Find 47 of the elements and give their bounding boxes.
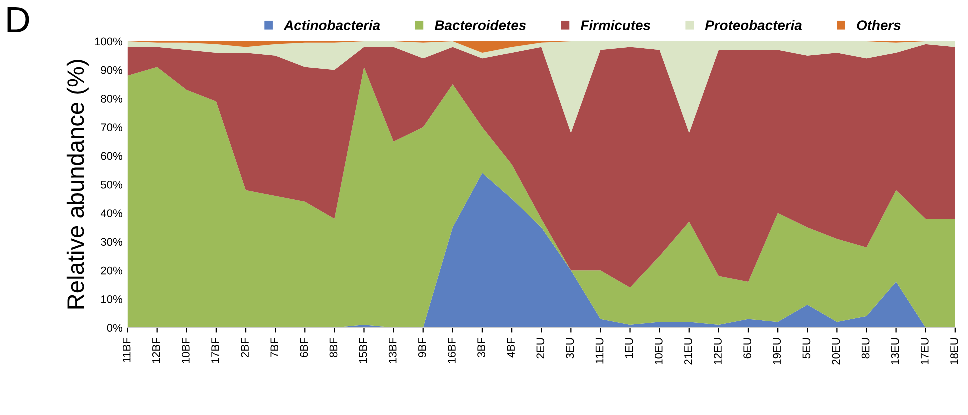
x-tick-label: 5EU [802, 338, 811, 359]
y-axis-title: Relative abundance (%) [66, 60, 89, 309]
x-tick-label: 2EU [536, 338, 545, 359]
x-tick-label: 20EU [832, 338, 840, 365]
legend-label: Proteobacteria [705, 20, 802, 30]
legend-label: Actinobacteria [284, 20, 380, 30]
chart-title: D [8, 8, 30, 32]
x-tick-label: 13BF [388, 338, 397, 364]
y-tick-label: 50% [101, 180, 123, 189]
x-tick-label: 2BF [241, 338, 249, 358]
y-tick-label: 60% [101, 152, 123, 160]
x-tick-label: 17EU [921, 338, 929, 365]
x-tick-label: 12EU [714, 338, 722, 365]
x-tick-label: 11BF [123, 338, 131, 362]
y-tick-label: 90% [101, 66, 123, 74]
x-tick-label: 11EU [596, 338, 604, 364]
legend-label: Bacteroidetes [434, 20, 526, 30]
x-tick-label: 19EU [773, 338, 782, 365]
x-tick-label: 8EU [862, 338, 870, 359]
y-tick-label: 100% [95, 38, 123, 46]
x-tick-label: 21EU [684, 338, 692, 365]
legend-label: Others [857, 20, 901, 30]
x-tick-label: 3EU [566, 338, 574, 359]
x-tick-label: 16BF [448, 338, 456, 364]
x-tick-label: 3BF [478, 338, 486, 358]
x-tick-label: 9BF [418, 338, 426, 358]
x-tick-label: 7BF [270, 338, 278, 358]
y-tick-label: 10% [102, 295, 123, 304]
x-tick-label: 8BF [330, 338, 338, 358]
x-tick-label: 10EU [654, 338, 663, 365]
x-tick-label: 13EU [891, 338, 900, 365]
x-tick-label: 12BF [152, 338, 160, 364]
x-tick-label: 17BF [212, 338, 220, 364]
y-tick-label: 20% [101, 266, 123, 275]
y-tick-label: 30% [101, 238, 123, 246]
x-tick-label: 18EU [950, 338, 958, 365]
y-tick-label: 80% [101, 95, 123, 103]
x-tick-label: 15BF [359, 338, 368, 364]
y-tick-label: 40% [100, 210, 123, 218]
x-tick-label: 4BF [507, 338, 515, 358]
legend-label: Firmicutes [580, 20, 650, 30]
y-tick-label: 70% [101, 124, 123, 132]
x-tick-label: 6BF [300, 338, 308, 358]
x-tick-label: 1EU [626, 338, 634, 358]
x-tick-label: 6EU [744, 338, 752, 359]
y-tick-label: 0% [107, 324, 123, 332]
x-tick-label: 10BF [182, 338, 190, 364]
